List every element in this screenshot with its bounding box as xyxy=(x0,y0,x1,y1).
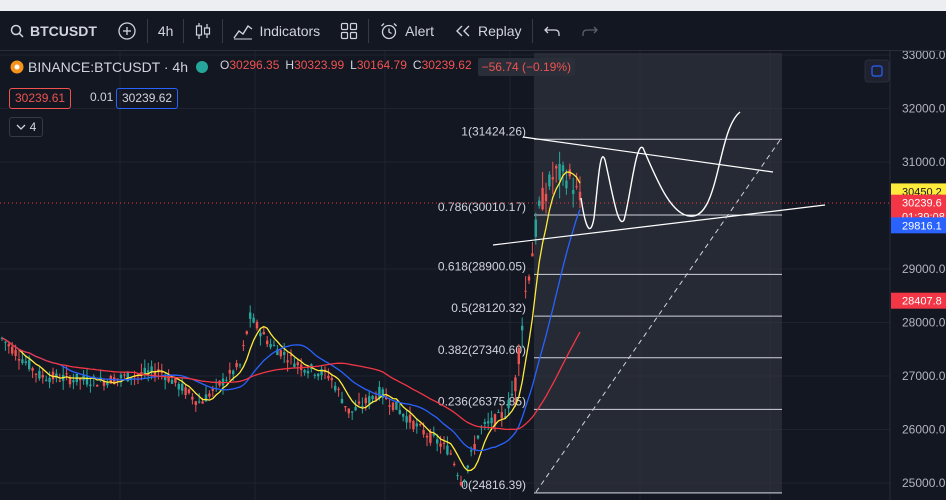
ma-blue-line xyxy=(1,209,581,452)
user-drawings[interactable] xyxy=(492,111,826,493)
candlesticks xyxy=(0,151,582,487)
price-tick-label: 28000.0 xyxy=(902,316,946,330)
rewind-icon xyxy=(455,25,470,36)
price-tick-label: 32000.0 xyxy=(902,102,946,116)
indicators-button[interactable]: Indicators xyxy=(223,11,330,51)
fib-level-label: 0.618(28900.05) xyxy=(438,259,526,273)
price-tick-label: 29000.0 xyxy=(902,262,946,276)
ohlc-values: O30296.35 H30323.99 L30164.79 C30239.62 … xyxy=(220,58,576,76)
toolbar-separator xyxy=(183,18,185,43)
price-tick-label: 31000.0 xyxy=(902,155,946,169)
toolbar-separator xyxy=(146,18,148,43)
alert-button[interactable]: Alert xyxy=(369,11,444,51)
buy-button[interactable]: 30239.62 xyxy=(116,88,179,109)
price-tick-label: 33000.0 xyxy=(902,51,946,62)
open-value: 30296.35 xyxy=(229,58,280,72)
symbol-search-button[interactable]: BTCUSDT xyxy=(0,11,107,51)
symbol-name: BTCUSDT xyxy=(30,22,97,39)
replay-button[interactable]: Replay xyxy=(444,11,532,51)
price-axis[interactable]: 33000.0 32000.0 31000.0 29000.0 28000.0 27000… xyxy=(889,51,946,500)
price-tick-label: 26000.0 xyxy=(902,423,946,437)
price-chart[interactable]: 1(31424.26) 0.786(30010.17) 0.618(28900.05… xyxy=(0,51,946,500)
compare-symbol-button[interactable] xyxy=(107,11,147,51)
svg-text:30239.6: 30239.6 xyxy=(902,198,942,210)
fib-level-label: 0.236(26375.85) xyxy=(438,394,526,408)
sell-button[interactable]: 30239.61 xyxy=(9,88,72,109)
top-toolbar: BTCUSDT 4h Indicators xyxy=(0,11,946,51)
ma-red-line xyxy=(1,331,581,431)
grid-layout-icon xyxy=(341,22,358,39)
layouts-button[interactable] xyxy=(330,11,368,51)
indicators-count: 4 xyxy=(29,120,37,134)
trendline-upper[interactable] xyxy=(522,136,774,173)
replay-label: Replay xyxy=(477,22,522,39)
candles-icon xyxy=(196,22,211,39)
moving-averages xyxy=(1,171,581,472)
undo-icon xyxy=(543,26,560,36)
square-icon xyxy=(871,65,883,77)
close-value: 30239.62 xyxy=(421,58,472,72)
browser-strip xyxy=(0,0,946,11)
price-tick-label: 27000.0 xyxy=(902,369,946,383)
search-icon xyxy=(10,24,24,38)
change-value: −56.74 (−0.19%) xyxy=(477,58,576,76)
projection-path[interactable] xyxy=(580,111,741,230)
fib-level-label: 0(24816.39) xyxy=(461,478,526,492)
low-value: 30164.79 xyxy=(356,58,407,72)
fib-zone-background xyxy=(534,53,782,494)
price-tag: 29816.1 xyxy=(891,217,946,234)
fib-level-label: 0.786(30010.17) xyxy=(438,200,526,214)
redo-button[interactable] xyxy=(571,11,609,51)
fib-retracement[interactable]: 1(31424.26) 0.786(30010.17) 0.618(28900.05… xyxy=(438,124,782,494)
spread-value: 0.01 xyxy=(90,90,114,104)
svg-text:29816.1: 29816.1 xyxy=(902,220,942,232)
alert-label: Alert xyxy=(405,22,434,39)
price-tag: 28407.8 xyxy=(891,292,946,309)
redo-icon xyxy=(581,26,598,36)
indicators-label: Indicators xyxy=(259,22,321,39)
toolbar-separator xyxy=(531,18,533,43)
indicators-icon xyxy=(233,24,253,39)
svg-text:28407.8: 28407.8 xyxy=(902,296,942,308)
plus-circle-icon xyxy=(118,21,136,40)
bitcoin-logo-icon xyxy=(10,60,24,74)
fib-level-label: 1(31424.26) xyxy=(461,124,526,138)
fib-level-label: 0.5(28120.32) xyxy=(451,301,526,315)
price-tick-label: 25000.0 xyxy=(902,476,946,490)
ma-yellow-line xyxy=(1,171,581,472)
interval-label: 4h xyxy=(157,22,174,39)
high-value: 30323.99 xyxy=(294,58,345,72)
fib-level-label: 0.382(27340.60) xyxy=(438,343,526,357)
interval-button[interactable]: 4h xyxy=(148,11,184,51)
chart-type-button[interactable] xyxy=(184,11,222,51)
market-open-indicator xyxy=(196,61,208,73)
legend-title: BINANCE:BTCUSDT · 4h xyxy=(28,59,188,75)
indicators-toggle[interactable]: 4 xyxy=(9,117,43,137)
chart-settings-button[interactable] xyxy=(864,59,890,83)
undo-button[interactable] xyxy=(533,11,571,51)
toolbar-separator xyxy=(222,18,224,43)
trendline-lower[interactable] xyxy=(492,204,826,246)
alarm-clock-icon xyxy=(381,22,398,39)
chart-legend: BINANCE:BTCUSDT · 4h O30296.35 H30323.99… xyxy=(10,58,576,76)
toolbar-separator xyxy=(368,18,370,43)
chevron-down-icon xyxy=(16,124,26,130)
